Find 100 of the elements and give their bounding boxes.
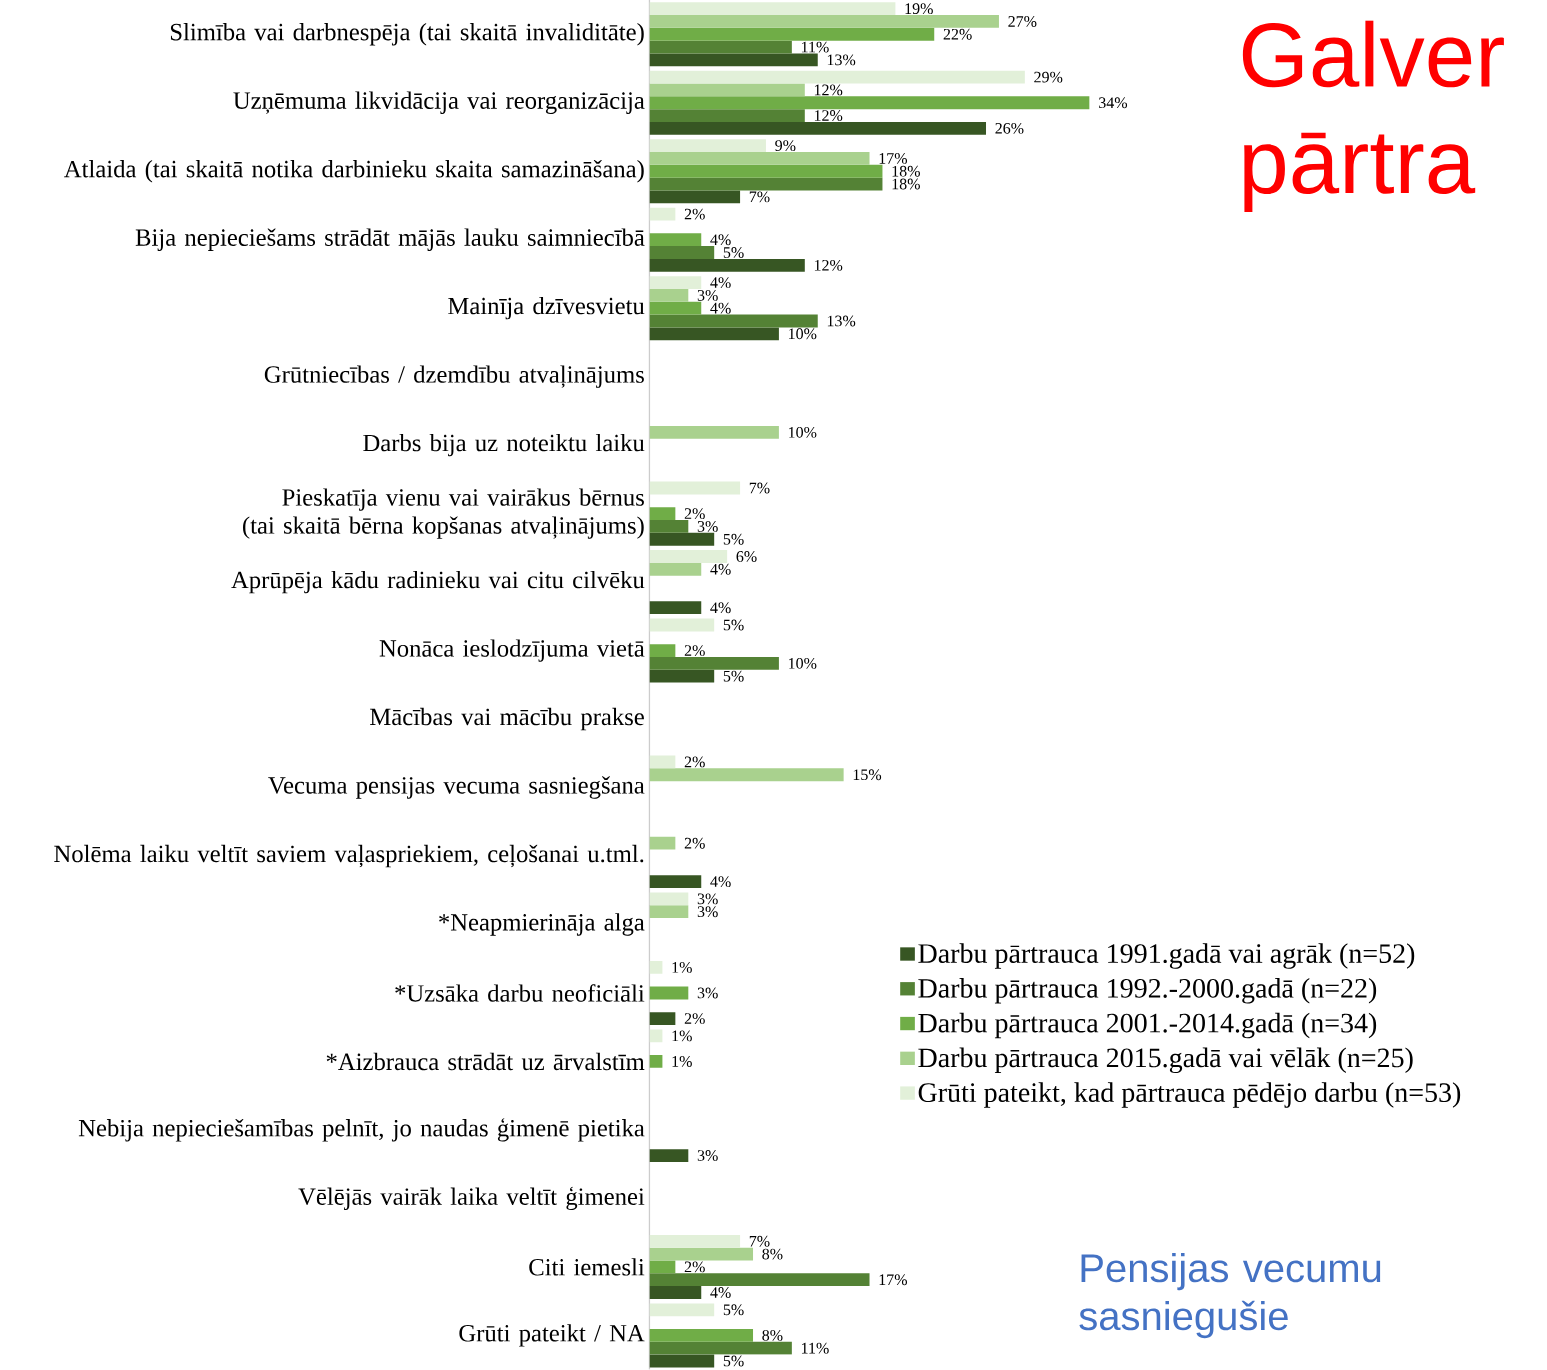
data-label: 5% [723,619,744,631]
data-label: 1% [672,1030,692,1042]
data-label: 1% [672,1056,692,1068]
bar [649,246,715,260]
bar [649,1012,676,1026]
data-label: 9% [775,140,796,152]
bar [649,1260,676,1274]
bar [649,644,676,658]
data-label: 1% [672,962,692,973]
bar [649,122,987,135]
data-label: 2% [684,1013,705,1025]
bar [649,875,702,889]
bar [649,550,728,564]
y-tick-label: Citi iemesli [529,1258,645,1276]
legend-label: Darbu pārtrauca 2001.-2014.gadā (n=34) [918,1013,1377,1039]
bar [649,327,779,341]
y-tick-label: Mācības vai mācību prakse [370,708,644,731]
data-label: 5% [723,533,744,545]
bar [649,83,805,97]
bar [649,96,1090,110]
y-tick-label: Bija nepieciešams strādāt mājās lauku saimniecībā [135,228,645,252]
bar [649,601,702,615]
bar [649,563,702,576]
bar [649,15,999,29]
data-label: 11% [801,1342,829,1354]
data-label: 18% [892,178,920,190]
data-label: 4% [710,564,731,575]
bar [649,109,805,123]
y-tick-label: Nonāca ieslodzījuma vietā [379,639,645,662]
data-label: 2% [684,208,705,220]
bar [649,233,702,247]
bar [649,40,792,54]
data-label: 3% [697,893,718,905]
bar [649,1329,754,1342]
data-label: 6% [736,551,757,563]
data-label: 29% [1034,71,1063,83]
bar [649,986,689,1000]
data-label: 2% [684,756,705,768]
data-label: 4% [710,234,731,246]
data-label: 17% [879,153,908,165]
y-tick-label: Atlaida (tai skaitā notika darbinieku skaita samazināšana) [64,160,644,183]
bar [649,28,935,41]
bar [649,1286,702,1300]
data-label: 11% [801,41,829,53]
legend-label: Darbu pārtrauca 2015.gadā vai vēlāk (n=25) [918,1047,1413,1074]
data-label: 10% [789,328,817,340]
bar [649,669,715,683]
bar [649,1029,663,1043]
bar [649,1273,870,1287]
data-label: 13% [827,54,856,66]
data-label: 10% [789,658,817,669]
bar [649,190,741,204]
data-label: 7% [749,191,770,203]
y-tick-label: Slimība vai darbnespēja (tai skaitā invaliditāte) [170,23,644,46]
data-label: 12% [814,110,843,122]
bar [649,1235,741,1248]
data-label: 26% [995,123,1024,134]
bar [649,837,676,850]
bar [649,139,766,153]
data-label: 2% [684,837,705,849]
y-tick-label: Uzņēmuma likvidācija vai reorganizācija [233,91,645,115]
data-label: 22% [943,29,972,40]
legend-label: Darbu pārtrauca 1991.gadā vai agrāk (n=52) [918,943,1415,969]
data-label: 8% [762,1248,783,1260]
data-label: 4% [710,602,731,614]
bar [649,520,689,534]
data-label: 12% [814,260,843,271]
y-tick-label: *Neapmierināja alga [439,913,645,936]
bar [649,1149,689,1163]
data-label: 10% [789,427,817,438]
data-label: 2% [684,645,705,657]
bar [649,53,818,67]
data-label: 4% [710,302,731,314]
bar [649,905,689,919]
bar [649,165,883,178]
y-tick-label: Vecuma pensijas vecuma sasniegšana [268,776,645,799]
data-label: 5% [723,670,744,682]
bar [649,961,663,974]
y-tick-label: Pieskatīja vienu vai vairākus bērnus (tai skaitā bērna kopšanas atvaļinājums) [243,488,644,539]
y-tick-label: Nolēma laiku veltīt saviem vaļaspriekiem, ceļošanai u.tml. [54,845,644,868]
bar [649,657,779,670]
data-label: 4% [710,277,731,289]
bar [649,533,715,546]
y-tick-label: *Uzsāka darbu neoficiāli [395,984,645,1002]
bar [649,276,702,290]
bar [649,1055,663,1069]
bar [649,207,676,221]
bar [649,2,896,16]
bar [649,1247,754,1261]
data-label: 19% [905,3,933,15]
y-tick-label: Darbs bija uz noteiktu laiku [363,434,645,457]
y-tick-label: *Aizbrauca strādāt uz ārvalstīm [326,1052,645,1071]
data-label: 5% [723,247,744,259]
data-label: 17% [879,1274,908,1286]
data-label: 7% [749,1236,770,1247]
bar [649,259,805,272]
bar [649,507,676,521]
y-tick-label: Nebija nepieciešamības pelnīt, jo naudas ģimenē pietika [78,1118,645,1142]
bar [649,892,689,906]
data-label: 5% [723,1304,744,1316]
